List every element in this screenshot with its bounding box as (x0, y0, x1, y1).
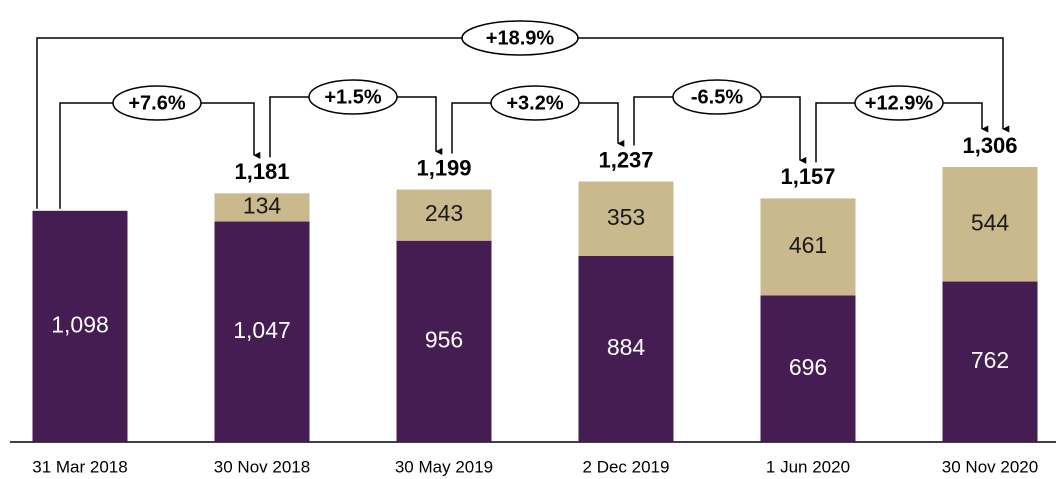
change-label: +18.9% (486, 27, 555, 49)
x-tick-label: 1 Jun 2020 (766, 457, 850, 476)
bar-segment (214, 221, 310, 442)
total-label: 1,199 (416, 155, 471, 180)
data-label: 884 (607, 334, 646, 360)
change-bubble (308, 79, 398, 115)
bar-segment (214, 193, 310, 222)
x-tick-label: 30 Nov 2020 (942, 457, 1038, 476)
bar-segment (760, 295, 856, 442)
x-tick-label: 31 Mar 2018 (32, 457, 127, 476)
total-label: 1,181 (234, 159, 289, 184)
data-label: 461 (789, 232, 827, 258)
bar-segment (578, 255, 674, 442)
data-label: 134 (243, 193, 282, 219)
data-label: 696 (789, 354, 827, 380)
x-tick-label: 30 May 2019 (395, 457, 493, 476)
bar-segment (32, 210, 128, 442)
total-label: 1,237 (598, 147, 653, 172)
x-tick-label: 2 Dec 2019 (583, 457, 670, 476)
data-label: 243 (425, 200, 463, 226)
change-bubble (112, 85, 202, 121)
overall-arrow (36, 37, 1010, 209)
total-label: 1,157 (780, 164, 835, 189)
x-tick-label: 30 Nov 2018 (214, 457, 310, 476)
bar-segment (942, 281, 1038, 442)
change-bubble (461, 20, 579, 56)
bar-segment (396, 240, 492, 442)
change-bubble (490, 85, 580, 121)
bar-segment (396, 189, 492, 241)
change-bubble (672, 79, 762, 115)
change-bubble (854, 85, 944, 121)
bar-segment (578, 181, 674, 256)
change-label: +3.2% (506, 92, 563, 114)
bar-segment (942, 167, 1038, 282)
change-label: -6.5% (691, 86, 743, 108)
data-label: 353 (607, 204, 645, 230)
change-label: +1.5% (324, 86, 381, 108)
data-label: 762 (971, 347, 1009, 373)
data-label: 1,098 (51, 311, 109, 337)
data-label: 956 (425, 326, 463, 352)
change-label: +7.6% (128, 92, 185, 114)
change-label: +12.9% (865, 92, 934, 114)
bar-segment (760, 198, 856, 296)
data-label: 544 (971, 209, 1010, 235)
data-label: 1,047 (233, 317, 291, 343)
total-label: 1,306 (962, 133, 1017, 158)
